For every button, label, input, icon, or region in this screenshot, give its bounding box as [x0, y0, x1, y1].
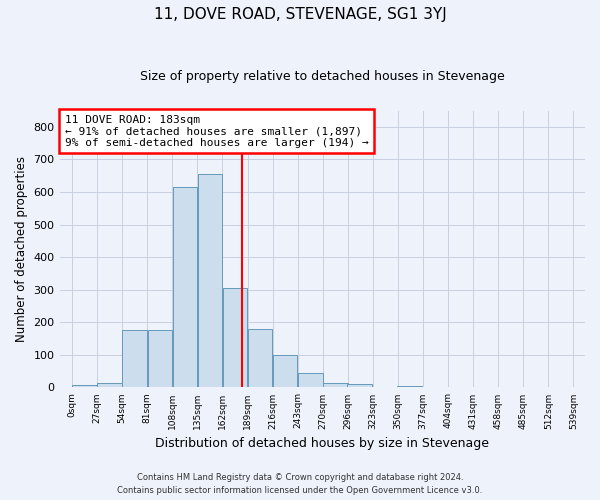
Bar — [323, 382, 347, 388]
Bar — [73, 385, 97, 388]
Bar — [197, 174, 222, 388]
Bar — [347, 384, 372, 388]
Bar — [148, 330, 172, 388]
Bar — [97, 382, 122, 388]
Title: Size of property relative to detached houses in Stevenage: Size of property relative to detached ho… — [140, 70, 505, 83]
Bar — [298, 373, 323, 388]
Bar — [223, 288, 247, 388]
Bar — [273, 355, 298, 388]
Text: 11 DOVE ROAD: 183sqm
← 91% of detached houses are smaller (1,897)
9% of semi-det: 11 DOVE ROAD: 183sqm ← 91% of detached h… — [65, 114, 368, 148]
Bar — [173, 187, 197, 388]
Bar — [397, 386, 422, 388]
Bar — [122, 330, 147, 388]
Text: Contains HM Land Registry data © Crown copyright and database right 2024.
Contai: Contains HM Land Registry data © Crown c… — [118, 474, 482, 495]
Text: 11, DOVE ROAD, STEVENAGE, SG1 3YJ: 11, DOVE ROAD, STEVENAGE, SG1 3YJ — [154, 8, 446, 22]
X-axis label: Distribution of detached houses by size in Stevenage: Distribution of detached houses by size … — [155, 437, 489, 450]
Bar — [248, 330, 272, 388]
Y-axis label: Number of detached properties: Number of detached properties — [15, 156, 28, 342]
